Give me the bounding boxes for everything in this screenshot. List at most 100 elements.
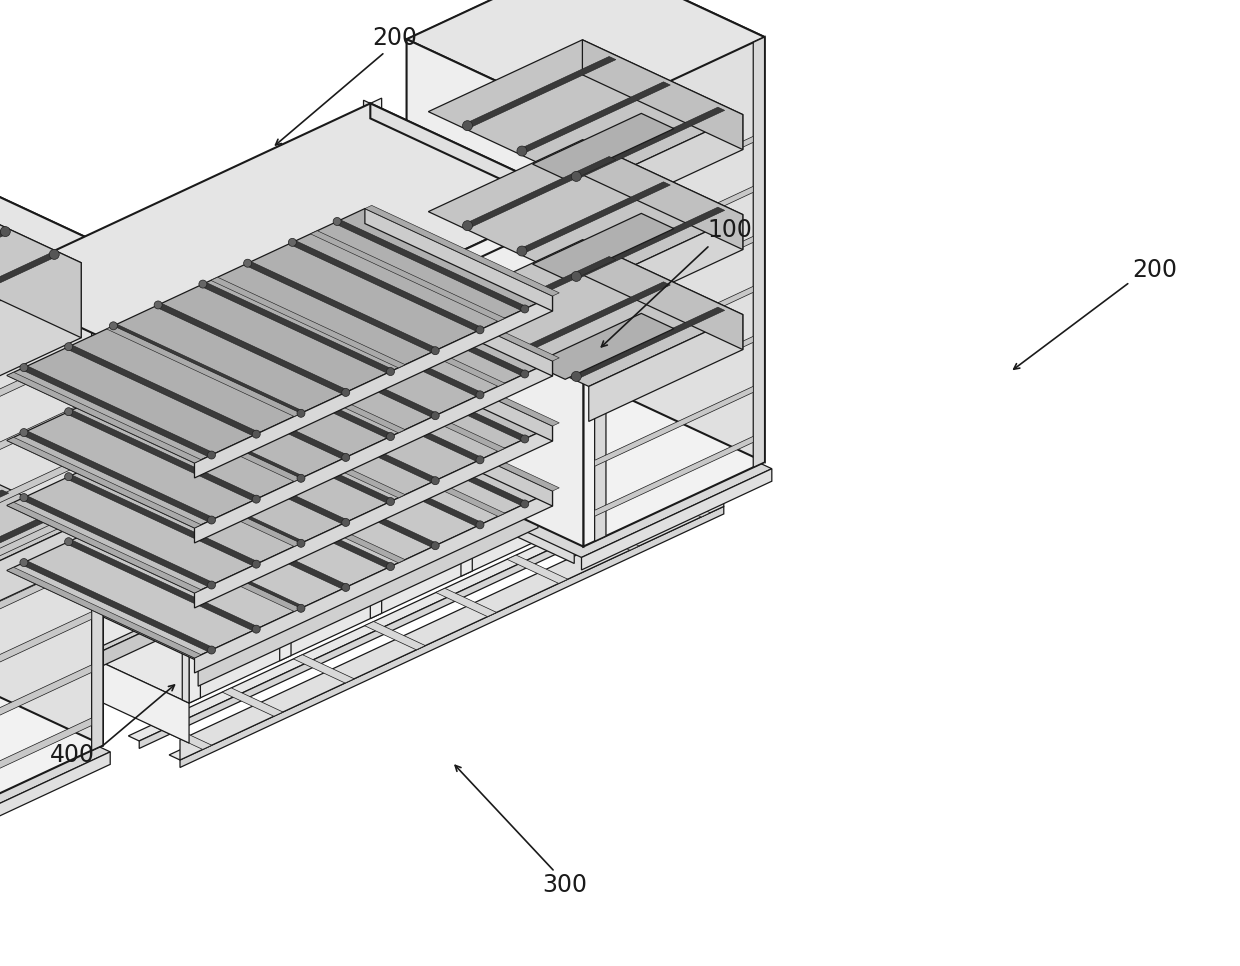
Text: 400: 400: [50, 743, 94, 767]
Ellipse shape: [521, 370, 528, 378]
Polygon shape: [578, 522, 639, 551]
Ellipse shape: [387, 497, 394, 505]
Polygon shape: [110, 389, 304, 480]
Polygon shape: [0, 428, 574, 703]
Polygon shape: [0, 399, 92, 481]
Ellipse shape: [20, 558, 27, 566]
Polygon shape: [595, 136, 753, 216]
Polygon shape: [365, 206, 559, 296]
Polygon shape: [21, 420, 538, 661]
Polygon shape: [595, 286, 753, 366]
Ellipse shape: [289, 368, 296, 377]
Ellipse shape: [476, 391, 484, 399]
Polygon shape: [371, 428, 574, 563]
Polygon shape: [435, 588, 496, 616]
Polygon shape: [334, 285, 528, 376]
Ellipse shape: [476, 326, 484, 334]
Polygon shape: [0, 188, 81, 338]
Polygon shape: [21, 366, 215, 457]
Ellipse shape: [572, 371, 582, 382]
Polygon shape: [407, 0, 765, 122]
Text: 100: 100: [708, 218, 753, 242]
Polygon shape: [595, 237, 753, 316]
Polygon shape: [461, 246, 472, 577]
Polygon shape: [92, 245, 103, 751]
Polygon shape: [83, 239, 94, 569]
Polygon shape: [222, 688, 283, 716]
Polygon shape: [568, 195, 574, 524]
Polygon shape: [169, 501, 724, 760]
Polygon shape: [574, 193, 585, 524]
Ellipse shape: [289, 303, 296, 311]
Polygon shape: [583, 240, 743, 350]
Ellipse shape: [154, 496, 162, 504]
Polygon shape: [0, 346, 92, 428]
Ellipse shape: [252, 496, 260, 503]
Ellipse shape: [463, 220, 472, 231]
Polygon shape: [334, 220, 528, 310]
Polygon shape: [244, 262, 439, 353]
Text: 300: 300: [543, 873, 588, 897]
Polygon shape: [371, 288, 382, 618]
Text: 200: 200: [1132, 258, 1178, 282]
Polygon shape: [371, 103, 574, 213]
Polygon shape: [334, 414, 528, 505]
Polygon shape: [0, 253, 57, 324]
Polygon shape: [595, 386, 753, 467]
Polygon shape: [7, 567, 201, 658]
Polygon shape: [107, 521, 301, 611]
Ellipse shape: [572, 171, 582, 182]
Polygon shape: [0, 667, 110, 840]
Ellipse shape: [243, 325, 252, 332]
Ellipse shape: [476, 456, 484, 464]
Ellipse shape: [572, 271, 582, 281]
Polygon shape: [211, 472, 405, 563]
Polygon shape: [0, 490, 9, 561]
Ellipse shape: [432, 476, 439, 485]
Ellipse shape: [252, 560, 260, 568]
Polygon shape: [407, 40, 583, 547]
Polygon shape: [428, 40, 743, 186]
Polygon shape: [155, 368, 350, 459]
Polygon shape: [0, 611, 92, 694]
Polygon shape: [310, 426, 505, 517]
Polygon shape: [211, 342, 405, 433]
Polygon shape: [110, 520, 304, 610]
Polygon shape: [66, 475, 259, 566]
Ellipse shape: [334, 348, 341, 355]
Polygon shape: [155, 303, 350, 394]
Polygon shape: [7, 273, 553, 528]
Polygon shape: [0, 163, 103, 745]
Ellipse shape: [298, 474, 305, 482]
Text: 200: 200: [372, 26, 418, 50]
Polygon shape: [195, 296, 553, 478]
Polygon shape: [0, 263, 81, 410]
Polygon shape: [573, 107, 724, 178]
Polygon shape: [464, 56, 616, 128]
Polygon shape: [139, 488, 683, 749]
Polygon shape: [17, 622, 159, 688]
Polygon shape: [365, 400, 559, 491]
Polygon shape: [107, 456, 301, 547]
Polygon shape: [365, 404, 553, 506]
Polygon shape: [200, 348, 394, 439]
Ellipse shape: [387, 367, 394, 376]
Ellipse shape: [342, 388, 350, 396]
Polygon shape: [0, 163, 103, 329]
Polygon shape: [0, 718, 92, 800]
Polygon shape: [532, 113, 673, 180]
Ellipse shape: [207, 646, 216, 654]
Polygon shape: [589, 214, 743, 322]
Ellipse shape: [154, 366, 162, 374]
Polygon shape: [0, 230, 9, 300]
Polygon shape: [310, 296, 505, 386]
Polygon shape: [182, 375, 188, 703]
Polygon shape: [0, 103, 574, 378]
Ellipse shape: [342, 453, 350, 462]
Polygon shape: [289, 241, 484, 331]
Polygon shape: [518, 182, 671, 253]
Ellipse shape: [334, 217, 341, 225]
Polygon shape: [518, 82, 671, 153]
Polygon shape: [244, 327, 439, 417]
Polygon shape: [200, 282, 394, 373]
